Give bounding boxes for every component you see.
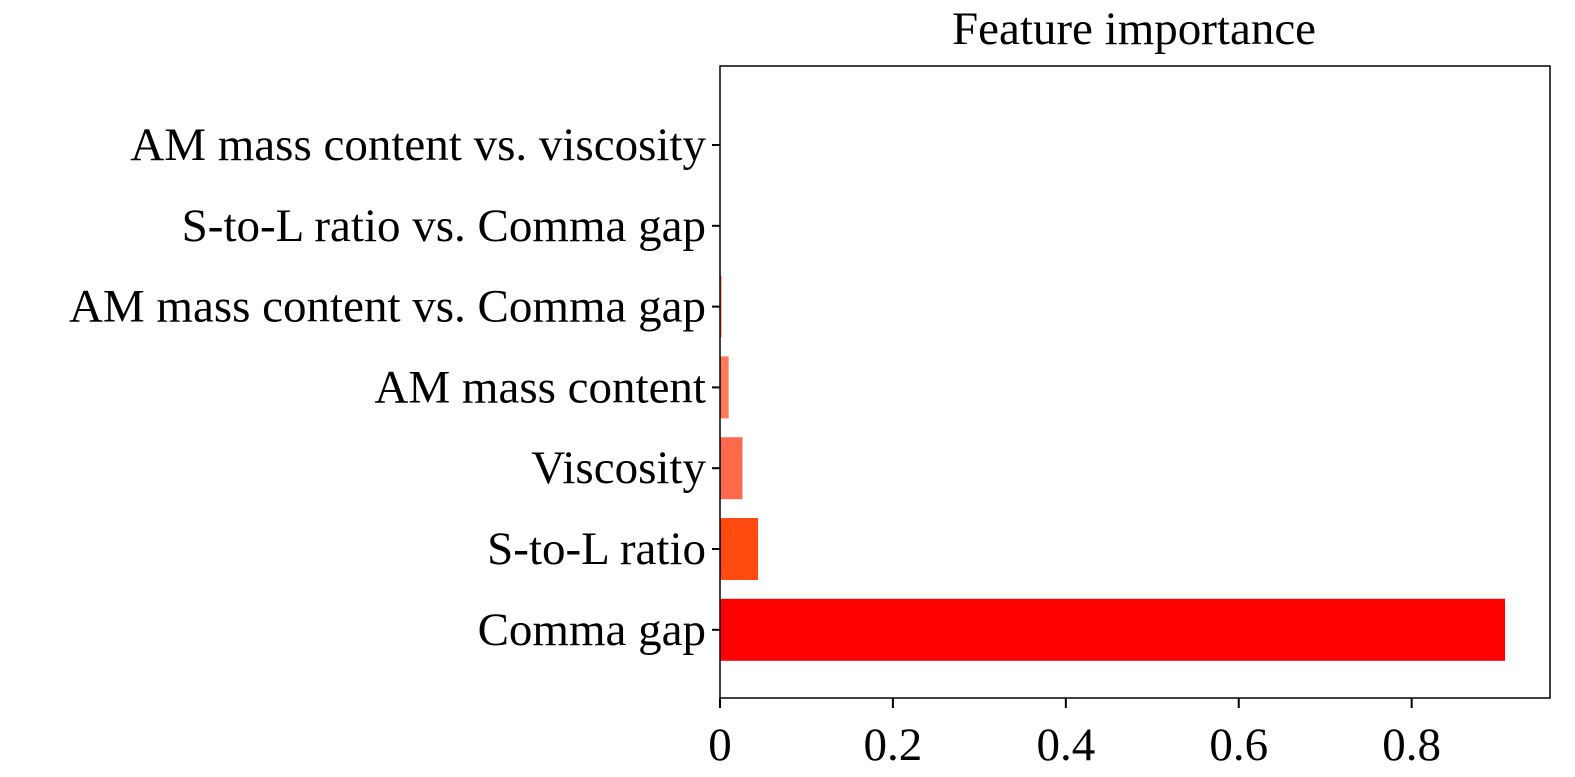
bar xyxy=(720,598,1506,661)
x-tick-label: 0.8 xyxy=(1382,719,1441,771)
y-tick-label: Viscosity xyxy=(531,442,706,494)
x-tick-label: 0.6 xyxy=(1209,719,1268,771)
bar xyxy=(720,437,743,500)
y-tick-label: AM mass content vs. Comma gap xyxy=(69,281,706,333)
y-tick-label: AM mass content xyxy=(374,361,706,413)
y-tick-label: Comma gap xyxy=(478,604,706,656)
y-tick-label: S-to-L ratio vs. Comma gap xyxy=(182,200,706,252)
plot-frame xyxy=(719,65,1551,699)
x-tick-label: 0.2 xyxy=(864,719,923,771)
bar xyxy=(720,275,722,338)
y-tick-label: AM mass content vs. viscosity xyxy=(130,119,706,171)
x-axis: 0 0.2 0.4 0.6 0.8 xyxy=(708,698,1441,771)
bar xyxy=(720,356,729,419)
y-tick-label: S-to-L ratio xyxy=(487,523,706,575)
chart-title: Feature importance xyxy=(952,3,1316,55)
bar xyxy=(720,518,759,580)
x-tick-label: 0 xyxy=(708,719,732,771)
y-axis: AM mass content vs. viscosity S-to-L rati… xyxy=(69,119,720,656)
x-tick-label: 0.4 xyxy=(1036,719,1095,771)
bars-layer xyxy=(720,275,1506,661)
